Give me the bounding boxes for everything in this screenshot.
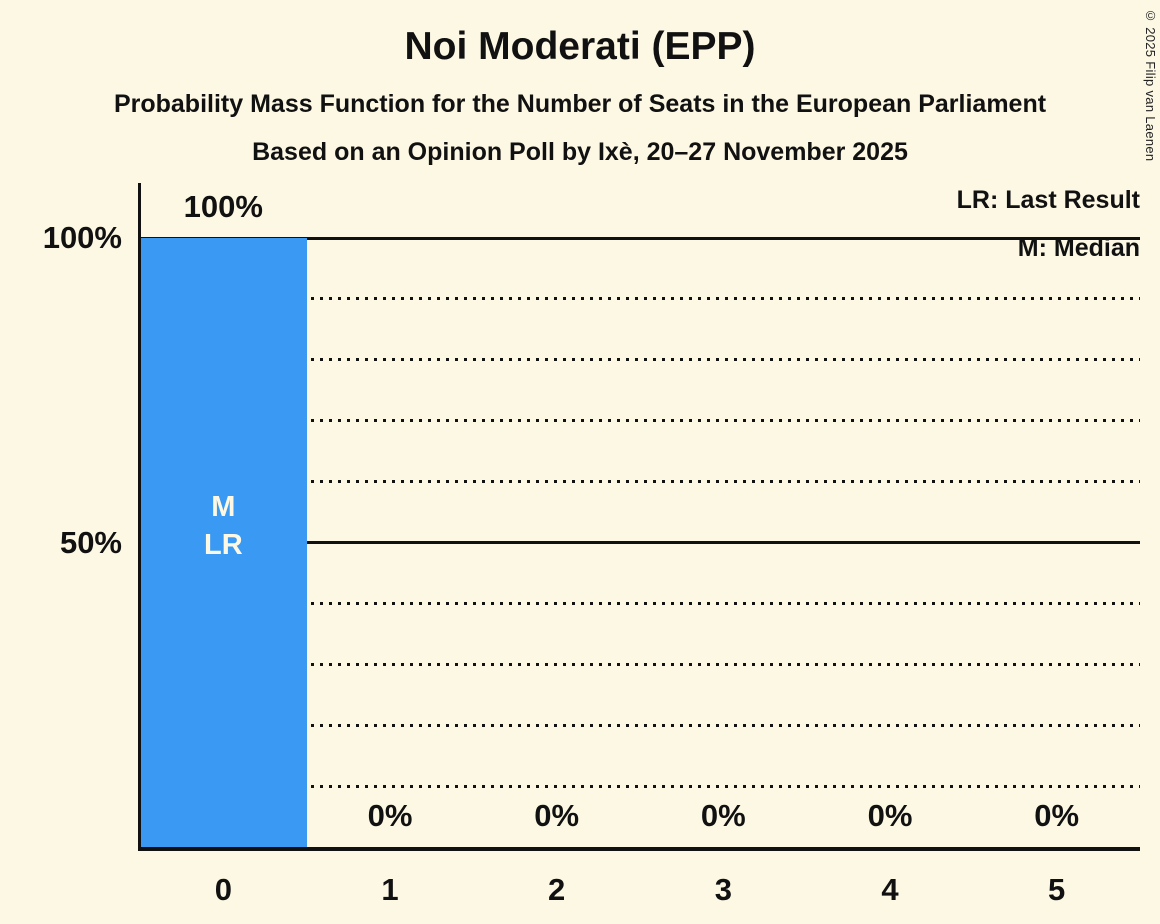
chart-poll-line: Based on an Opinion Poll by Ixè, 20–27 N…	[252, 138, 908, 166]
median-marker: M	[211, 491, 236, 523]
gridline-dotted-40	[140, 601, 1140, 605]
plot-area: 100% 0 0% 1 0% 2 0% 3 0% 4 0% 5 M LR	[140, 189, 1140, 907]
gridline-solid-50	[140, 541, 1140, 544]
legend-last-result: LR: Last Result	[956, 186, 1140, 214]
y-axis-line	[138, 183, 141, 851]
y-tick-label-100: 100%	[42, 220, 122, 255]
x-tick-label-1: 1	[381, 872, 399, 907]
gridline-dotted-70	[140, 419, 1140, 423]
x-tick-label-5: 5	[1048, 872, 1066, 907]
gridline-dotted-20	[140, 723, 1140, 727]
gridline-dotted-60	[140, 480, 1140, 484]
gridline-solid-100	[140, 236, 1140, 240]
bar-value-label-5: 0%	[1034, 798, 1080, 833]
bar-seats-0	[140, 238, 307, 847]
copyright-notice: © 2025 Filip van Laenen	[1143, 8, 1158, 162]
bar-value-label-1: 0%	[367, 798, 413, 833]
legend-median: M: Median	[1017, 234, 1140, 262]
bar-value-label-2: 0%	[534, 798, 580, 833]
x-axis-line	[140, 847, 1140, 851]
bar-value-label-3: 0%	[700, 798, 746, 833]
x-tick-label-2: 2	[548, 872, 566, 907]
gridline-dotted-10	[140, 784, 1140, 788]
chart-title: Noi Moderati (EPP)	[404, 25, 756, 68]
x-tick-label-0: 0	[214, 872, 232, 907]
chart-subtitle: Probability Mass Function for the Number…	[113, 90, 1047, 118]
x-tick-label-4: 4	[881, 872, 899, 907]
gridline-dotted-80	[140, 358, 1140, 362]
last-result-marker: LR	[203, 529, 243, 561]
gridline-dotted-90	[140, 297, 1140, 301]
bar-annotation: M LR	[140, 488, 307, 564]
x-tick-label-3: 3	[714, 872, 732, 907]
gridline-dotted-30	[140, 662, 1140, 666]
bar-value-label-4: 0%	[867, 798, 913, 833]
bar-value-label-0: 100%	[183, 189, 263, 224]
y-tick-label-50: 50%	[59, 524, 122, 560]
